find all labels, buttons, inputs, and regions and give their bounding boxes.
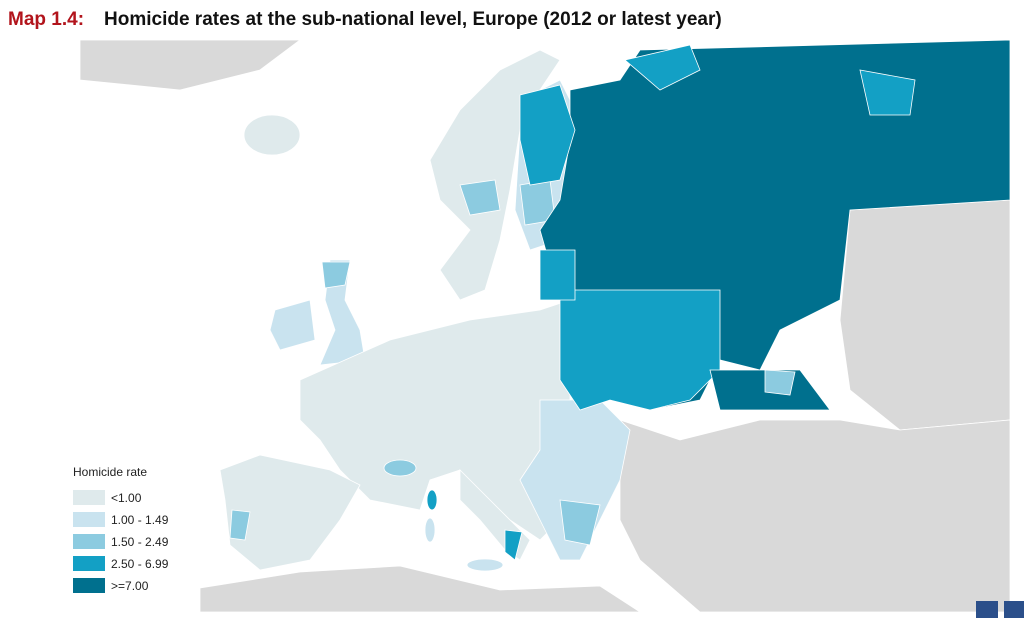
fullscreen-button[interactable] [976,601,998,618]
legend-label: 1.00 - 1.49 [111,513,169,527]
legend-swatch [73,534,105,549]
legend-label: 2.50 - 6.99 [111,557,169,571]
legend-label: <1.00 [111,491,142,505]
legend-swatch [73,512,105,527]
map-label: Map 1.4: [8,9,84,30]
legend-label: 1.50 - 2.49 [111,535,169,549]
legend-title: Homicide rate [73,465,147,479]
legend-swatch [73,490,105,505]
map-title: Homicide rates at the sub-national level… [104,9,722,30]
legend-swatch [73,556,105,571]
legend-label: >=7.00 [111,579,149,593]
collapse-button[interactable] [1004,601,1024,618]
landmass [79,39,1011,613]
legend-swatch [73,578,105,593]
legend: <1.00 1.00 - 1.49 1.50 - 2.49 2.50 - 6.99 >=… [73,490,169,593]
